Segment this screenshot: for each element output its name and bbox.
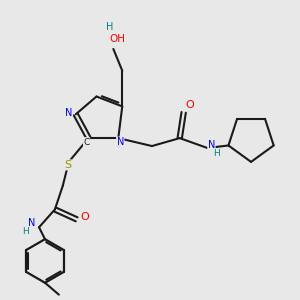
Text: O: O <box>80 212 89 222</box>
Text: N: N <box>28 218 36 228</box>
Text: H: H <box>106 22 113 32</box>
Text: N: N <box>117 137 124 147</box>
Text: H: H <box>213 149 220 158</box>
Text: N: N <box>65 108 72 118</box>
Text: S: S <box>64 160 71 170</box>
Text: H: H <box>22 227 28 236</box>
Text: N: N <box>208 140 215 150</box>
Text: C: C <box>83 138 90 147</box>
Text: O: O <box>185 100 194 110</box>
Text: OH: OH <box>109 34 125 44</box>
